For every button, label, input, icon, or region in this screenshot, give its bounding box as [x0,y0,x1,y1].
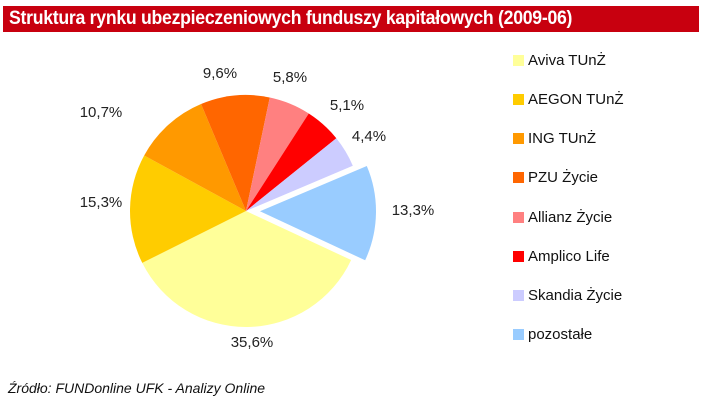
pie-slice-pzu [201,94,270,211]
slice-label-aegon: 15,3% [80,194,123,211]
slice-label-aviva: 35,6% [231,334,274,351]
legend-item-pzu: PZU Życie [513,167,598,187]
pie-slice-ing [144,104,246,211]
legend-swatch [513,211,524,223]
legend-item-allianz: Allianz Życie [513,207,612,227]
legend-swatch [513,54,524,66]
pie-slice-allianz [246,97,309,211]
slice-label-amplico: 5,1% [330,97,364,114]
chart-title: Struktura rynku ubezpieczeniowych fundus… [9,8,573,29]
pie-slice-skandia [246,138,353,211]
legend-swatch [513,250,524,262]
pie-slice-aviva [142,211,352,327]
legend-swatch [513,328,524,340]
legend-item-skandia: Skandia Życie [513,285,622,305]
slice-label-pozostale: 13,3% [392,202,435,219]
pie-slice-aegon [130,155,246,263]
slice-label-ing: 10,7% [80,104,123,121]
slice-label-skandia: 4,4% [352,128,386,145]
slice-label-allianz: 5,8% [273,69,307,86]
slice-label-pzu: 9,6% [203,65,237,82]
legend-item-amplico: Amplico Life [513,246,610,266]
legend-item-aviva: Aviva TUnŻ [513,50,606,70]
legend-swatch [513,171,524,183]
legend-item-aegon: AEGON TUnŻ [513,89,624,109]
legend-swatch [513,289,524,301]
legend-item-pozostale: pozostałe [513,324,592,344]
legend-swatch [513,93,524,105]
pie-slice-pozostale [259,165,376,261]
pie-slice-amplico [246,113,337,211]
legend-swatch [513,132,524,144]
title-bar: Struktura rynku ubezpieczeniowych fundus… [3,6,699,32]
source-note: Źródło: FUNDonline UFK - Analizy Online [8,380,266,396]
legend-item-ing: ING TUnŻ [513,128,596,148]
